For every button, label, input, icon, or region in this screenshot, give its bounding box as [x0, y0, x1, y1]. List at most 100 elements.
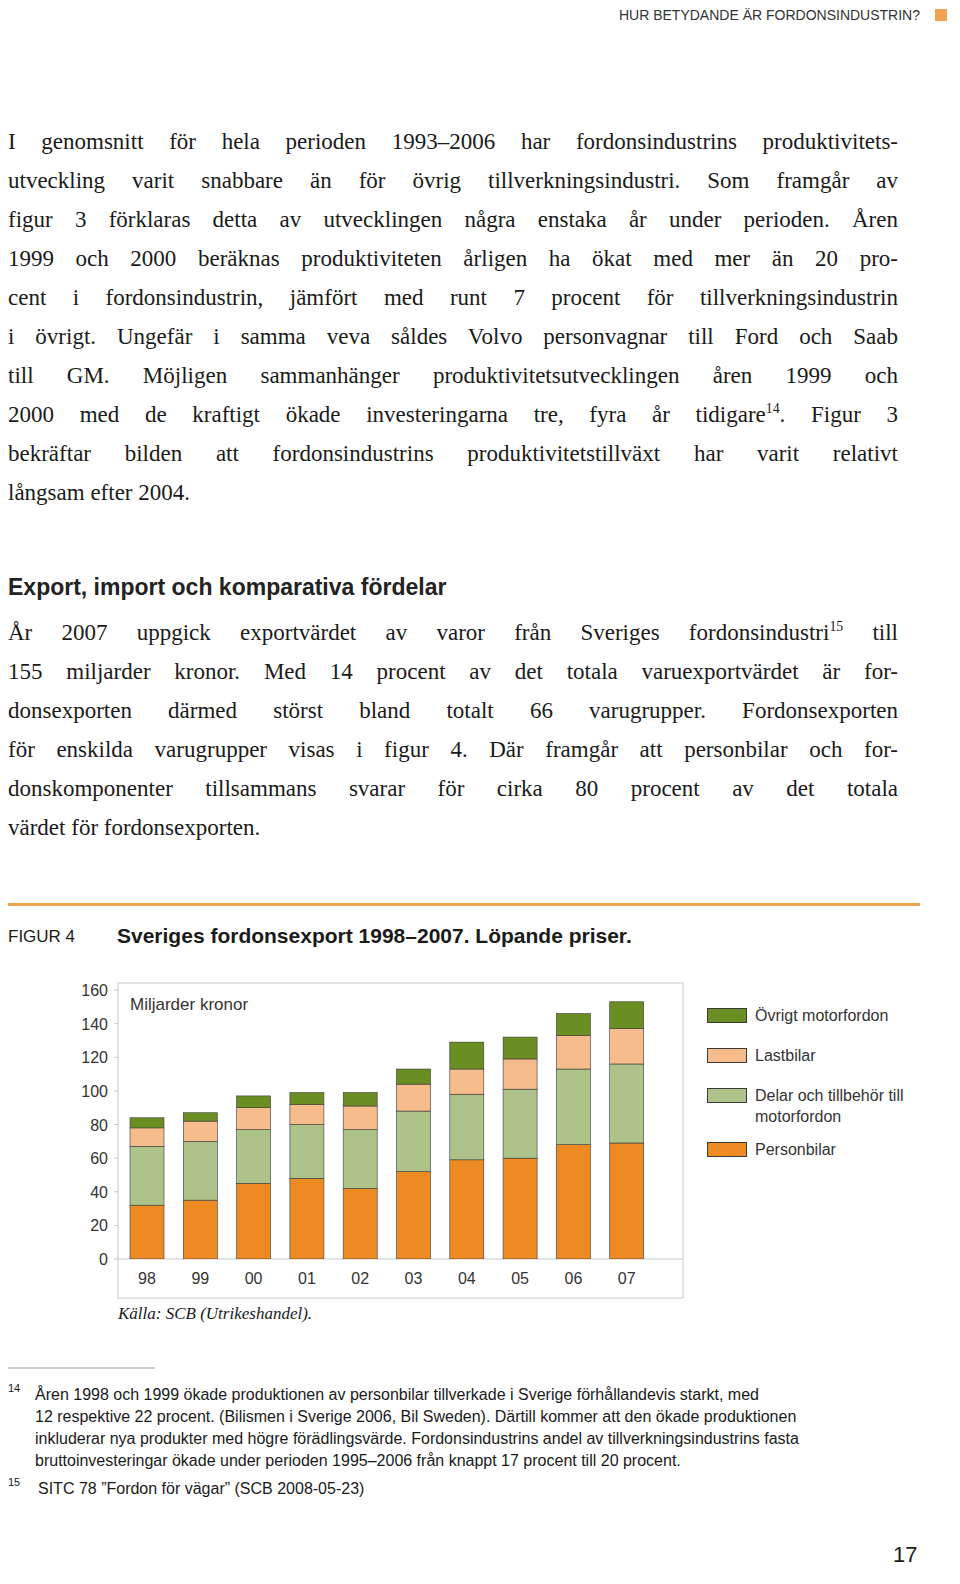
bar-segment	[610, 1064, 644, 1143]
running-title: HUR BETYDANDE ÄR FORDONSINDUSTRIN?	[619, 6, 920, 24]
text-line: cent i fordonsindustrin, jämfört med run…	[8, 283, 898, 313]
footnote-line: 12 respektive 22 procent. (Bilismen i Sv…	[35, 1407, 796, 1427]
x-tick-label: 99	[191, 1270, 209, 1287]
text: långsam efter 2004.	[8, 480, 190, 505]
bar-segment	[237, 1108, 271, 1130]
text-line: figur 3 förklaras detta av utvecklingen …	[8, 205, 898, 235]
y-tick	[114, 1225, 118, 1226]
y-tick	[114, 1191, 118, 1192]
x-tick-label: 07	[618, 1270, 636, 1287]
text-line: I genomsnitt för hela perioden 1993–2006…	[8, 127, 898, 157]
legend-label: Lastbilar	[755, 1045, 920, 1066]
x-tick-label: 02	[351, 1270, 369, 1287]
bar-segment	[343, 1093, 377, 1106]
footnote-line: SITC 78 ”Fordon för vägar” (SCB 2008-05-…	[38, 1479, 364, 1499]
y-tick	[114, 1057, 118, 1058]
legend-swatch	[707, 1088, 747, 1103]
y-tick	[114, 1259, 118, 1260]
footnote-ref: 15	[829, 619, 843, 634]
y-tick	[114, 1124, 118, 1125]
text-line: till GM. Möjligen sammanhänger produktiv…	[8, 361, 898, 391]
text: . Figur 3	[780, 402, 898, 427]
bar-segment	[343, 1130, 377, 1189]
y-tick-label: 0	[99, 1251, 108, 1268]
bar-segment	[397, 1084, 431, 1111]
y-tick-label: 80	[90, 1117, 108, 1134]
bar-segment	[450, 1069, 484, 1094]
section-heading: Export, import och komparativa fördelar	[8, 572, 446, 602]
bar-segment	[397, 1069, 431, 1084]
bar-segment	[343, 1188, 377, 1259]
x-tick-label: 01	[298, 1270, 316, 1287]
text: bekräftar bilden att fordonsindustrins p…	[8, 441, 898, 466]
bar-segment	[290, 1125, 324, 1179]
text: till GM. Möjligen sammanhänger produktiv…	[8, 363, 898, 388]
text-line: för enskilda varugrupper visas i figur 4…	[8, 735, 898, 765]
bar-segment	[556, 1014, 590, 1036]
text: figur 3 förklaras detta av utvecklingen …	[8, 207, 898, 232]
text-line: bekräftar bilden att fordonsindustrins p…	[8, 439, 898, 469]
text: cent i fordonsindustrin, jämfört med run…	[8, 285, 898, 310]
legend-label: Övrigt motorfordon	[755, 1005, 920, 1026]
bar-segment	[183, 1121, 217, 1141]
x-tick-label: 04	[458, 1270, 476, 1287]
footnote-line: Åren 1998 och 1999 ökade produktionen av…	[35, 1385, 759, 1405]
bar-segment	[503, 1158, 537, 1259]
y-tick	[114, 1023, 118, 1024]
bar-segment	[450, 1160, 484, 1259]
text: utveckling varit snabbare än för övrig t…	[8, 168, 898, 193]
bar-segment	[183, 1200, 217, 1259]
legend-label: Delar och tillbehör till motorfordon	[755, 1085, 920, 1127]
plot-frame	[118, 983, 683, 1298]
legend-label: Personbilar	[755, 1139, 920, 1160]
bar-segment	[610, 1143, 644, 1259]
bar-segment	[130, 1146, 164, 1205]
bar-segment	[237, 1130, 271, 1184]
legend-swatch	[707, 1048, 747, 1063]
bar-segment	[610, 1029, 644, 1064]
text-line: donskomponenter tillsammans svarar för c…	[8, 774, 898, 804]
bar-segment	[503, 1037, 537, 1059]
y-tick-label: 60	[90, 1150, 108, 1167]
text: till	[843, 620, 898, 645]
y-tick-label: 100	[81, 1083, 108, 1100]
x-tick-label: 06	[565, 1270, 583, 1287]
bar-segment	[556, 1145, 590, 1259]
y-tick-label: 120	[81, 1049, 108, 1066]
y-tick-label: 140	[81, 1016, 108, 1033]
figure-source: Källa: SCB (Utrikeshandel).	[118, 1303, 312, 1325]
legend-swatch	[707, 1008, 747, 1023]
bar-segment	[130, 1128, 164, 1146]
footnote-rule	[8, 1367, 155, 1369]
bar-segment	[183, 1141, 217, 1200]
x-tick-label: 03	[405, 1270, 423, 1287]
text-line: i övrigt. Ungefär i samma veva såldes Vo…	[8, 322, 898, 352]
bar-segment	[237, 1183, 271, 1259]
text: 155 miljarder kronor. Med 14 procent av …	[8, 659, 898, 684]
bar-segment	[450, 1094, 484, 1160]
chart: 0204060801001201401609899000102030405060…	[0, 0, 960, 1584]
bar-segment	[556, 1069, 590, 1145]
page-number: 17	[893, 1542, 917, 1568]
figure-label: FIGUR 4	[8, 926, 75, 948]
legend-swatch	[707, 1142, 747, 1157]
y-tick-label: 20	[90, 1217, 108, 1234]
text-line: långsam efter 2004.	[8, 478, 898, 508]
bars	[130, 1002, 644, 1259]
y-tick	[114, 1158, 118, 1159]
text: 2000 med de kraftigt ökade investeringar…	[8, 402, 766, 427]
text-line: donsexporten därmed störst bland totalt …	[8, 696, 898, 726]
figure-rule	[8, 903, 920, 906]
bar-segment	[237, 1096, 271, 1108]
text: donskomponenter tillsammans svarar för c…	[8, 776, 898, 801]
bar-segment	[397, 1172, 431, 1259]
y-tick-label: 160	[81, 982, 108, 999]
bar-segment	[183, 1113, 217, 1121]
bar-segment	[290, 1104, 324, 1124]
bar-segment	[397, 1111, 431, 1172]
footnote-line: inkluderar nya produkter med högre föräd…	[35, 1429, 799, 1449]
y-tick	[114, 990, 118, 991]
bar-segment	[610, 1002, 644, 1029]
text: År 2007 uppgick exportvärdet av varor fr…	[8, 620, 829, 645]
text: donsexporten därmed störst bland totalt …	[8, 698, 898, 723]
